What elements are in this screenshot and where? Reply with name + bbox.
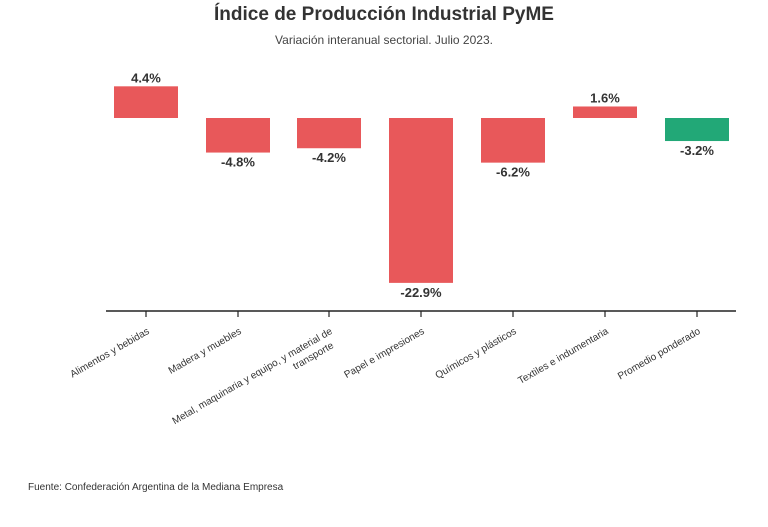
source-note: Fuente: Confederación Argentina de la Me… bbox=[28, 482, 284, 493]
category-label-0: Alimentos y bebidas bbox=[68, 326, 151, 380]
bar-6 bbox=[665, 118, 729, 142]
value-label-0: 4.4% bbox=[131, 70, 161, 85]
bar-5 bbox=[573, 106, 637, 118]
bar-1 bbox=[206, 118, 270, 153]
category-label-3: Papel e impresiones bbox=[343, 326, 427, 381]
bar-0 bbox=[114, 86, 178, 118]
category-label-1: Madera y muebles bbox=[167, 326, 244, 377]
category-label-6: Promedio ponderado bbox=[616, 326, 703, 382]
value-label-3: -22.9% bbox=[400, 285, 442, 300]
value-label-4: -6.2% bbox=[496, 165, 530, 180]
bar-3 bbox=[389, 118, 453, 283]
value-label-1: -4.8% bbox=[221, 155, 255, 170]
value-label-5: 1.6% bbox=[590, 90, 620, 105]
value-label-2: -4.2% bbox=[312, 150, 346, 165]
bar-2 bbox=[297, 118, 361, 149]
category-label-5: Textiles e indumentaria bbox=[516, 326, 610, 387]
chart-title: Índice de Producción Industrial PyME bbox=[214, 4, 554, 25]
bar-4 bbox=[481, 118, 545, 163]
category-label-2: Metal, maquinaria y equipo, y material d… bbox=[171, 326, 342, 438]
category-label-4: Químicos y plásticos bbox=[434, 326, 519, 381]
chart-subtitle: Variación interanual sectorial. Julio 20… bbox=[275, 33, 493, 47]
value-label-6: -3.2% bbox=[680, 143, 714, 158]
